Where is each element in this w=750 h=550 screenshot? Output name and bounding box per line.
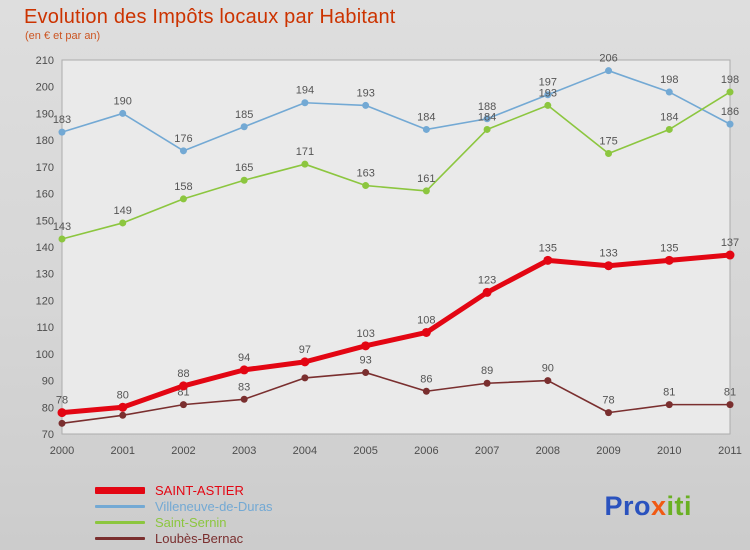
svg-text:185: 185: [235, 109, 253, 121]
proxiti-logo-part-2: x: [650, 491, 667, 521]
legend: SAINT-ASTIER Villeneuve-de-Duras Saint-S…: [95, 483, 273, 547]
svg-text:149: 149: [114, 205, 132, 217]
svg-text:135: 135: [539, 242, 557, 254]
svg-text:81: 81: [663, 387, 675, 399]
svg-text:2010: 2010: [657, 445, 681, 457]
svg-text:176: 176: [174, 133, 192, 145]
svg-text:103: 103: [356, 328, 374, 340]
svg-text:198: 198: [721, 74, 739, 86]
svg-text:184: 184: [660, 111, 678, 123]
svg-text:123: 123: [478, 274, 496, 286]
chart-header: Evolution des Impôts locaux par Habitant…: [24, 6, 396, 42]
chart-title: Evolution des Impôts locaux par Habitant: [24, 6, 396, 28]
svg-text:210: 210: [36, 55, 54, 67]
proxiti-logo-part-1: Pro: [604, 491, 651, 521]
svg-text:93: 93: [360, 355, 372, 367]
svg-text:206: 206: [599, 53, 617, 65]
svg-text:158: 158: [174, 181, 192, 193]
svg-text:88: 88: [177, 368, 189, 380]
svg-text:193: 193: [539, 87, 557, 99]
svg-text:94: 94: [238, 352, 250, 364]
svg-text:80: 80: [117, 389, 129, 401]
svg-text:184: 184: [478, 111, 496, 123]
svg-text:70: 70: [42, 429, 54, 441]
svg-text:160: 160: [36, 189, 54, 201]
chart-subtitle: (en € et par an): [25, 30, 101, 42]
svg-text:188: 188: [478, 101, 496, 113]
svg-text:197: 197: [539, 77, 557, 89]
legend-swatch-loubes-bernac: [95, 537, 145, 540]
svg-text:78: 78: [56, 395, 68, 407]
svg-text:2002: 2002: [171, 445, 195, 457]
proxiti-logo: Proxiti: [604, 491, 692, 522]
proxiti-logo-part-3: iti: [666, 491, 692, 521]
svg-text:2006: 2006: [414, 445, 438, 457]
svg-text:108: 108: [417, 314, 435, 326]
legend-swatch-villeneuve-de-duras: [95, 505, 145, 508]
svg-text:143: 143: [53, 221, 71, 233]
legend-label-villeneuve-de-duras: Villeneuve-de-Duras: [155, 499, 273, 514]
svg-text:193: 193: [356, 87, 374, 99]
svg-text:140: 140: [36, 242, 54, 254]
legend-item-saint-astier: SAINT-ASTIER: [95, 483, 273, 498]
svg-text:83: 83: [238, 381, 250, 393]
svg-text:184: 184: [417, 111, 435, 123]
svg-text:137: 137: [721, 237, 739, 249]
svg-text:171: 171: [296, 146, 314, 158]
chart-svg: 7080901001101201301401501601701801902002…: [36, 53, 742, 457]
legend-swatch-saint-sernin: [95, 521, 145, 524]
svg-text:150: 150: [36, 215, 54, 227]
svg-text:200: 200: [36, 82, 54, 94]
svg-text:180: 180: [36, 135, 54, 147]
legend-item-villeneuve-de-duras: Villeneuve-de-Duras: [95, 499, 273, 514]
legend-label-saint-astier: SAINT-ASTIER: [155, 483, 244, 498]
svg-text:86: 86: [420, 373, 432, 385]
svg-text:2000: 2000: [50, 445, 74, 457]
legend-label-saint-sernin: Saint-Sernin: [155, 515, 227, 530]
legend-item-saint-sernin: Saint-Sernin: [95, 515, 273, 530]
svg-text:2011: 2011: [718, 445, 742, 457]
svg-text:120: 120: [36, 295, 54, 307]
svg-text:2001: 2001: [110, 445, 134, 457]
svg-text:100: 100: [36, 349, 54, 361]
svg-text:135: 135: [660, 242, 678, 254]
svg-text:175: 175: [599, 136, 617, 148]
svg-text:2003: 2003: [232, 445, 256, 457]
svg-text:2004: 2004: [293, 445, 317, 457]
svg-text:97: 97: [299, 344, 311, 356]
svg-text:90: 90: [42, 376, 54, 388]
svg-text:130: 130: [36, 269, 54, 281]
legend-label-loubes-bernac: Loubès-Bernac: [155, 531, 244, 546]
svg-text:190: 190: [36, 108, 54, 120]
svg-text:190: 190: [114, 95, 132, 107]
legend-item-loubes-bernac: Loubès-Bernac: [95, 531, 273, 546]
legend-swatch-saint-astier: [95, 487, 145, 494]
svg-text:89: 89: [481, 365, 493, 377]
svg-text:186: 186: [721, 106, 739, 118]
svg-text:161: 161: [417, 173, 435, 185]
svg-text:2008: 2008: [536, 445, 560, 457]
svg-text:194: 194: [296, 85, 314, 97]
svg-text:90: 90: [542, 363, 554, 375]
svg-text:78: 78: [602, 395, 614, 407]
svg-text:133: 133: [599, 248, 617, 260]
svg-text:165: 165: [235, 162, 253, 174]
svg-text:81: 81: [724, 387, 736, 399]
svg-text:2009: 2009: [596, 445, 620, 457]
svg-text:2007: 2007: [475, 445, 499, 457]
svg-text:198: 198: [660, 74, 678, 86]
svg-text:110: 110: [36, 322, 54, 334]
svg-text:183: 183: [53, 114, 71, 126]
svg-text:163: 163: [356, 168, 374, 180]
svg-text:2005: 2005: [353, 445, 377, 457]
svg-text:170: 170: [36, 162, 54, 174]
svg-text:80: 80: [42, 402, 54, 414]
